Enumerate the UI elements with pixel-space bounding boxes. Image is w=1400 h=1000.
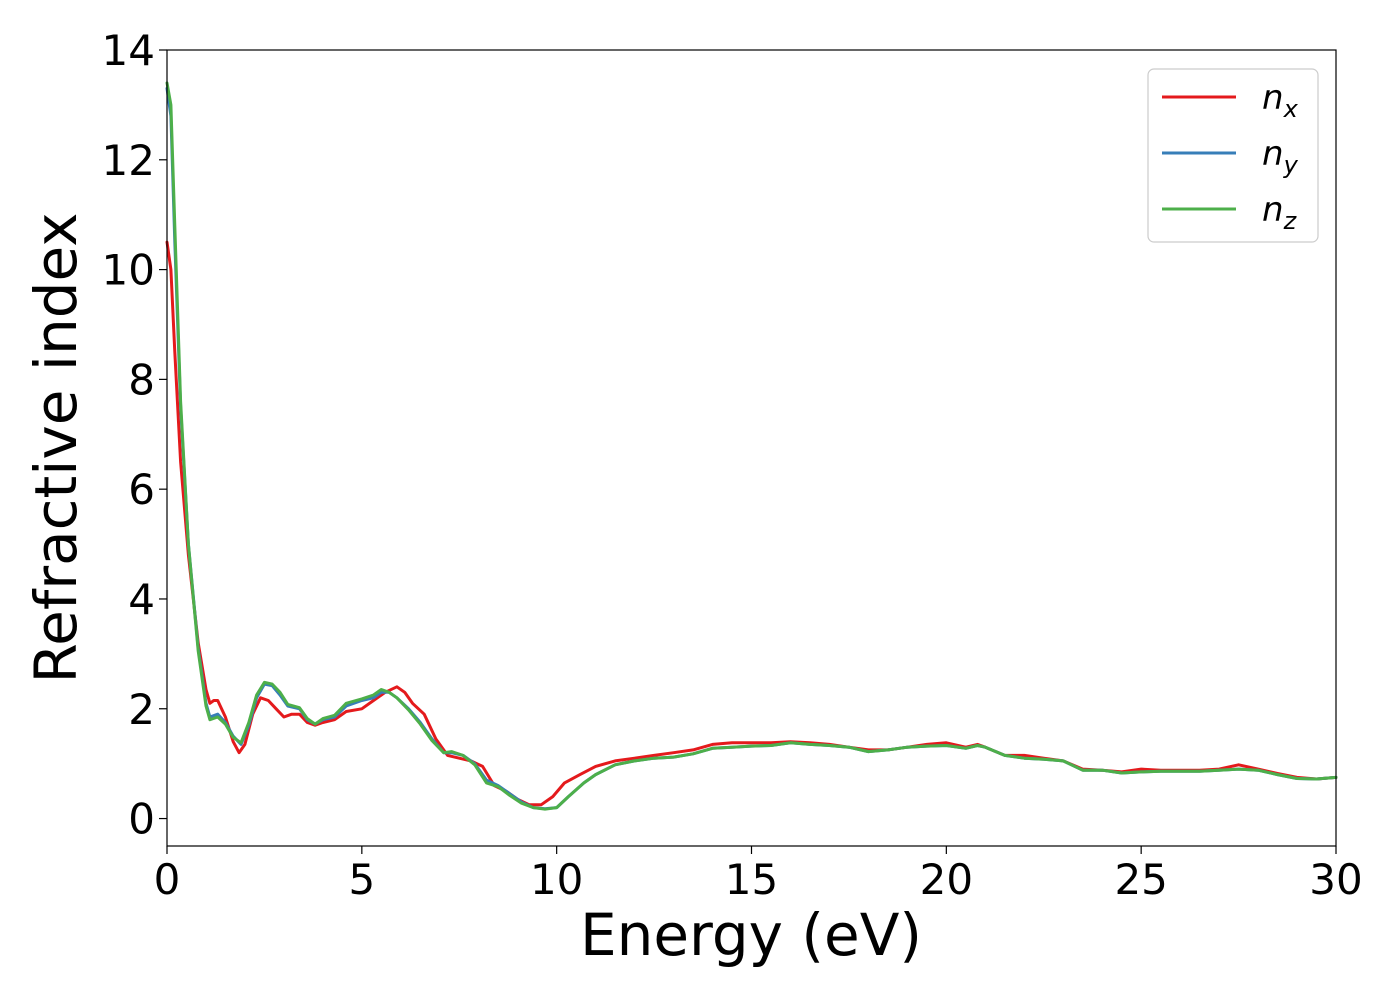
legend-label-subscript: y bbox=[1283, 151, 1299, 179]
y-axis: 0 2 4 6 8 10 12 14 bbox=[102, 26, 167, 844]
x-tick-label: 15 bbox=[725, 855, 778, 904]
series-line-z bbox=[165, 81, 1338, 811]
y-tick-label: 12 bbox=[102, 136, 155, 185]
legend-label-subscript: z bbox=[1283, 207, 1298, 235]
y-axis-label: Refractive index bbox=[22, 212, 90, 683]
y-tick-label: 2 bbox=[128, 685, 155, 734]
legend-label-base: n bbox=[1262, 78, 1284, 118]
x-tick-label: 30 bbox=[1309, 855, 1362, 904]
x-tick-label: 20 bbox=[920, 855, 973, 904]
y-tick-label: 6 bbox=[128, 465, 155, 514]
y-tick-label: 8 bbox=[128, 355, 155, 404]
x-tick-label: 10 bbox=[530, 855, 583, 904]
legend-label-base: n bbox=[1262, 134, 1284, 174]
x-axis: 0 5 10 15 20 25 30 bbox=[154, 846, 1363, 904]
legend-label-subscript: x bbox=[1283, 95, 1299, 123]
y-tick-label: 10 bbox=[102, 246, 155, 295]
series-layer bbox=[165, 81, 1338, 811]
legend-label-x: nx bbox=[1262, 78, 1299, 123]
y-tick-label: 0 bbox=[128, 795, 155, 844]
x-tick-label: 0 bbox=[154, 855, 181, 904]
x-tick-label: 25 bbox=[1114, 855, 1167, 904]
legend-label-z: nz bbox=[1262, 190, 1298, 235]
y-tick-label: 14 bbox=[102, 26, 155, 75]
x-tick-label: 5 bbox=[348, 855, 375, 904]
legend-label-y: ny bbox=[1262, 134, 1299, 179]
legend-box bbox=[1147, 68, 1319, 243]
x-axis-label: Energy (eV) bbox=[580, 901, 922, 969]
legend-label-base: n bbox=[1262, 190, 1284, 230]
y-tick-label: 4 bbox=[128, 575, 155, 624]
